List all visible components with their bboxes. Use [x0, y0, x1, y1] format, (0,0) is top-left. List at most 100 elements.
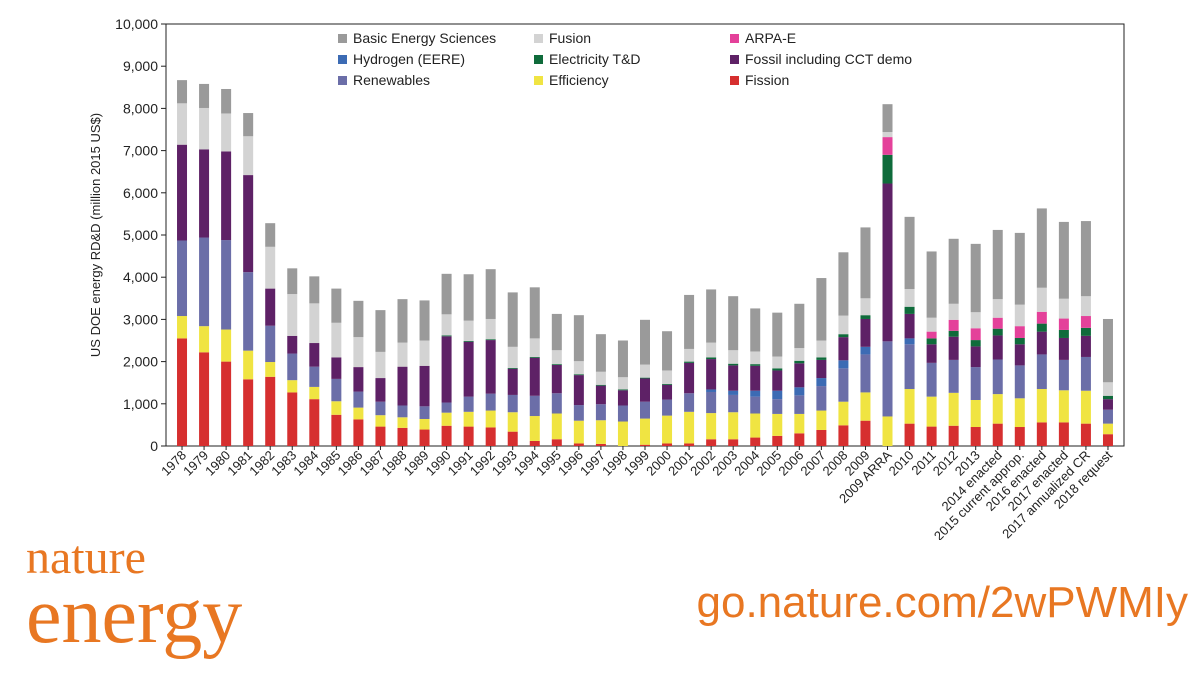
- legend-swatch: [730, 76, 739, 85]
- bar-segment: [794, 413, 805, 434]
- bar-segment: [529, 416, 540, 441]
- bar-segment: [617, 377, 628, 390]
- legend-swatch: [534, 76, 543, 85]
- y-axis: 0 1,000 2,000 3,000 4,000 5,000 6,000 7,000 8,00…: [88, 16, 1125, 454]
- bar-segment: [463, 274, 474, 321]
- bar-segment: [331, 357, 342, 379]
- bar-segment: [265, 246, 276, 289]
- bar-segment: [926, 251, 937, 318]
- bar-segment: [441, 425, 452, 446]
- bar-segment: [662, 383, 673, 385]
- bar-segment: [1014, 232, 1025, 305]
- legend-label: Electricity T&D: [549, 51, 641, 67]
- bar-segment: [860, 392, 871, 421]
- bar-segment: [617, 421, 628, 446]
- bar-segment: [551, 364, 562, 365]
- bar-segment: [992, 335, 1003, 360]
- bar-segment: [772, 390, 783, 400]
- bar-segment: [419, 406, 430, 419]
- bar-segment: [243, 379, 254, 446]
- bar-segment: [353, 391, 364, 408]
- bar-segment: [772, 399, 783, 414]
- bar-segment: [1036, 287, 1047, 312]
- bar-segment: [948, 392, 959, 426]
- bar-segment: [816, 278, 827, 341]
- bar-segment: [375, 401, 386, 416]
- bar-segment: [750, 390, 761, 397]
- bar-segment: [1036, 389, 1047, 423]
- bar-segment: [728, 350, 739, 364]
- bar-segment: [772, 435, 783, 446]
- bar-segment: [617, 405, 628, 422]
- bar-segment: [970, 243, 981, 313]
- bar-segment: [1014, 427, 1025, 446]
- bar-segment: [904, 423, 915, 446]
- bar-segment: [728, 365, 739, 391]
- bar-segment: [750, 365, 761, 391]
- bar-segment: [221, 329, 232, 362]
- bar-segment: [662, 331, 673, 371]
- y-tick-label: 3,000: [123, 311, 158, 327]
- bar-segment: [1058, 337, 1069, 360]
- bar-segment: [640, 418, 650, 445]
- bar-segment: [529, 357, 540, 396]
- bar-segment: [750, 396, 761, 414]
- legend-label: Efficiency: [549, 72, 609, 88]
- bar-segment: [485, 269, 496, 319]
- bar-segment: [507, 412, 518, 432]
- bar-segment: [882, 154, 893, 184]
- journal-logo-nature: nature: [26, 531, 146, 584]
- bar-segment: [662, 399, 673, 416]
- bar-segment: [463, 426, 474, 446]
- bar-segment: [728, 394, 739, 413]
- stacked-bar-chart: 0 1,000 2,000 3,000 4,000 5,000 6,000 7,000 8,00…: [88, 16, 1125, 540]
- bar-segment: [353, 367, 364, 392]
- bar-segment: [243, 272, 254, 351]
- bar-segment: [529, 287, 540, 339]
- bar-segment: [617, 340, 628, 378]
- bar-segment: [287, 335, 298, 354]
- bar-segment: [1080, 221, 1091, 297]
- bar-segment: [706, 391, 717, 414]
- bar-segment: [397, 366, 408, 406]
- bar-segment: [948, 425, 959, 446]
- bar-segment: [684, 362, 695, 394]
- bar-segment: [904, 338, 915, 345]
- bar-segment: [992, 423, 1003, 446]
- bar-segment: [309, 366, 320, 387]
- bar-segment: [640, 319, 650, 365]
- bar-segment: [794, 363, 805, 388]
- bar-segment: [485, 318, 496, 340]
- legend-swatch: [534, 55, 543, 64]
- bar-segment: [992, 229, 1003, 300]
- bar-segment: [816, 378, 827, 387]
- bar-segment: [265, 376, 276, 446]
- bar-segment: [1102, 399, 1113, 410]
- bar-segment: [706, 389, 717, 392]
- bar-segment: [265, 325, 276, 363]
- bar-segment: [794, 433, 805, 446]
- bar-segment: [992, 299, 1003, 318]
- bar-segment: [177, 144, 188, 241]
- bar-segment: [948, 303, 959, 320]
- bar-segment: [926, 344, 937, 363]
- bar-segment: [728, 296, 739, 351]
- bar-segment: [838, 334, 849, 338]
- bar-segment: [353, 337, 364, 368]
- bar-segment: [904, 289, 915, 307]
- bar-segment: [1080, 423, 1091, 446]
- bar-segment: [551, 350, 562, 365]
- bar-segment: [882, 341, 893, 417]
- bar-segment: [309, 343, 320, 367]
- bar-segment: [309, 276, 320, 304]
- bar-segment: [1036, 331, 1047, 355]
- bar-segment: [706, 342, 717, 358]
- short-url[interactable]: go.nature.com/2wPWMIy: [696, 578, 1189, 627]
- bar-segment: [662, 443, 673, 446]
- bar-segment: [640, 364, 650, 378]
- bar-segment: [772, 413, 783, 436]
- bar-segment: [265, 223, 276, 247]
- bar-segment: [882, 416, 893, 446]
- bar-segment: [838, 337, 849, 361]
- bar-segment: [1080, 335, 1091, 357]
